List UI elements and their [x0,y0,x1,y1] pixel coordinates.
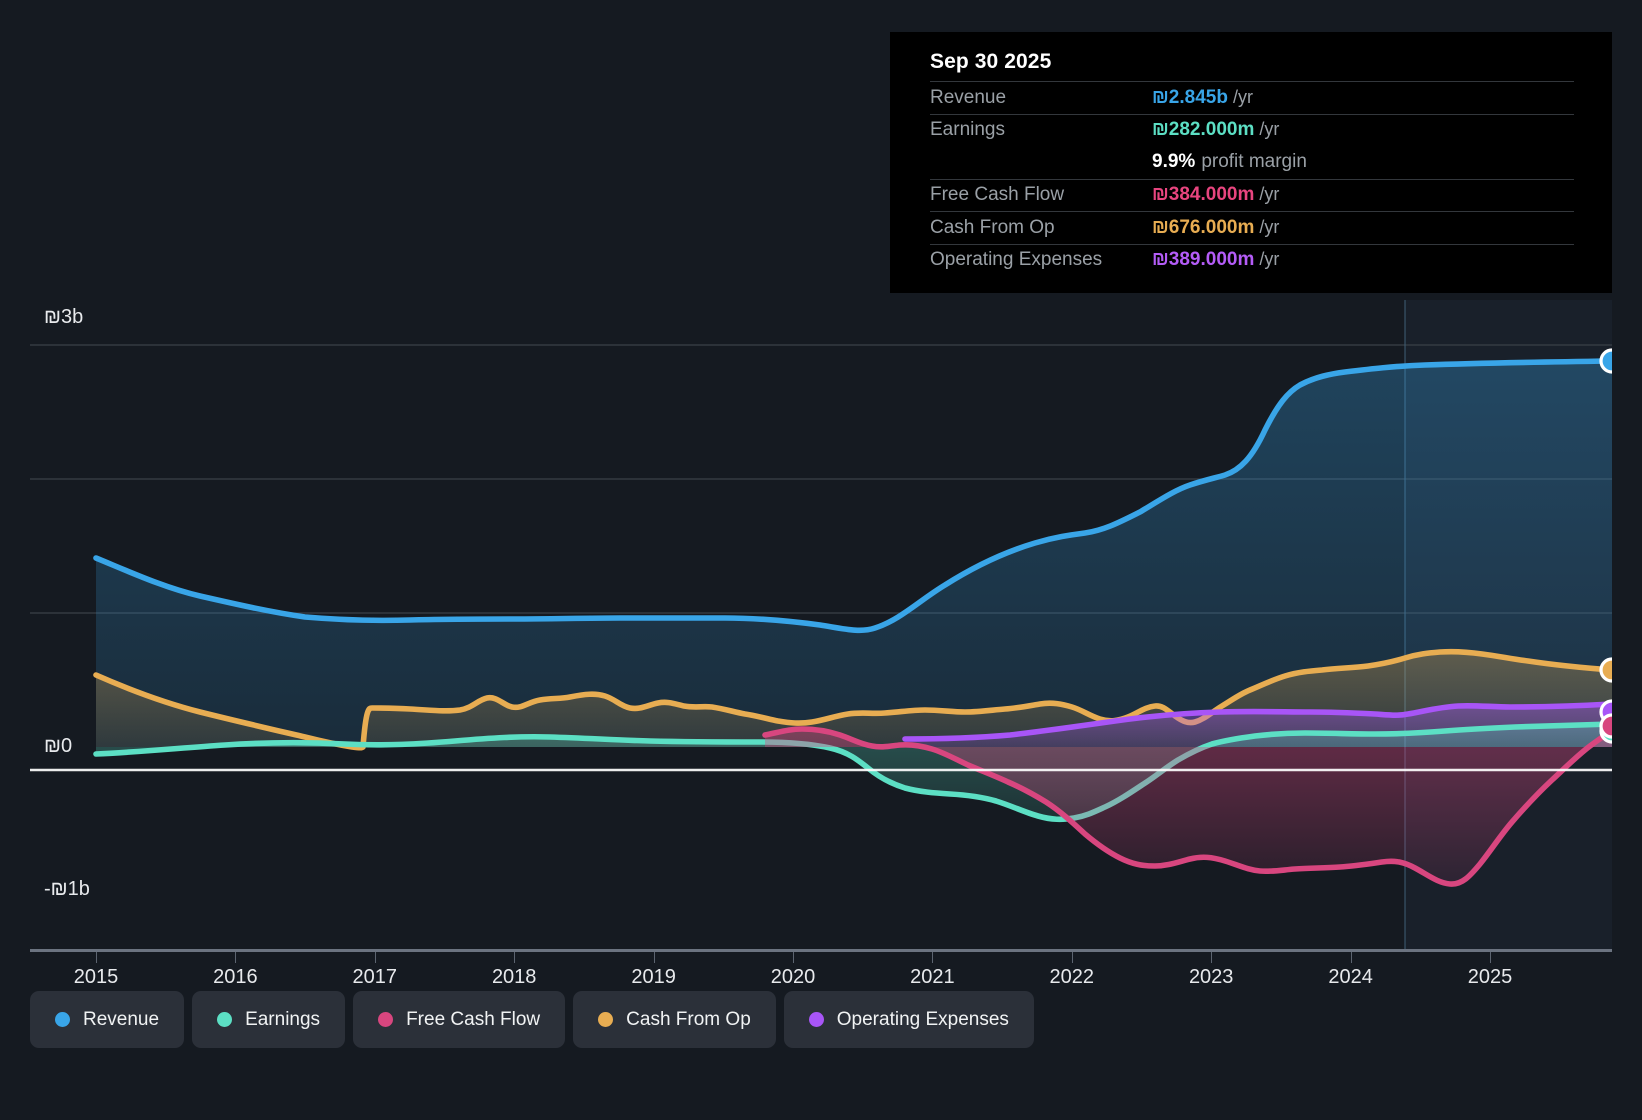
tooltip-profit-margin-value: 9.9% [1152,151,1196,173]
series-line-earnings[interactable] [93,721,1612,823]
y-axis-label-bottom: -₪1b [44,878,90,900]
x-axis-label: 2020 [770,966,816,988]
series-line-operating-expenses[interactable] [902,701,1612,742]
tooltip-profit-margin-row: 9.9% profit margin [930,146,1574,179]
x-axis-tick [793,952,794,963]
tooltip-row-value-wrap: ₪389.000m/yr [1152,249,1279,271]
series-area-revenue [96,361,1612,747]
legend-item-earnings[interactable]: Earnings [192,991,346,1048]
x-axis-label: 2018 [491,966,537,988]
endpoint-revenue [1599,348,1612,374]
tooltip-row: Cash From Op ₪676.000m/yr [930,211,1574,244]
x-axis-tick [1490,952,1491,963]
tooltip-row-label: Earnings [930,119,1005,141]
tooltip-row-value-wrap: ₪384.000m/yr [1152,184,1279,206]
tooltip-row-unit: /yr [1259,184,1280,205]
legend-item-label: Free Cash Flow [406,1008,541,1030]
tooltip-row: Free Cash Flow ₪384.000m/yr [930,178,1574,212]
x-axis-label: 2021 [910,966,955,988]
series-area-earnings [96,724,1612,820]
legend-item-label: Operating Expenses [836,1008,1009,1030]
legend-item-cash-from-op[interactable]: Cash From Op [573,991,776,1048]
x-axis-tick [1071,952,1073,963]
tooltip-row: Earnings ₪282.000m/yr [930,113,1574,147]
legend-color-dot-icon [378,1012,394,1027]
x-axis-tick [235,952,237,963]
tooltip-row-value: ₪2.845b [1152,86,1228,108]
chart-plot-area[interactable] [0,0,1642,960]
endpoint-cash-from-op [1599,657,1612,683]
legend-color-dot-icon [598,1012,614,1027]
tooltip-row-value: ₪282.000m [1152,119,1255,141]
series-line-revenue[interactable] [93,358,1612,634]
x-axis-label: 2024 [1328,966,1373,988]
x-axis-tick [932,952,934,963]
tooltip-row: Revenue ₪2.845b/yr [930,81,1574,114]
series-line-cash-from-op[interactable] [93,648,1612,751]
tooltip-row-label: Cash From Op [930,216,1055,238]
endpoint-free-cash-flow [1599,713,1612,739]
tooltip-row-value: ₪384.000m [1152,184,1255,206]
tooltip-row-label: Operating Expenses [930,249,1103,271]
x-axis-tick [514,952,516,963]
x-axis-label: 2025 [1467,966,1513,988]
tooltip-row-unit: /yr [1232,86,1253,107]
x-axis-label: 2016 [213,966,258,988]
legend-item-free-cash-flow[interactable]: Free Cash Flow [353,991,566,1048]
tooltip-row-unit: /yr [1259,216,1280,237]
tooltip-date: Sep 30 2025 [930,50,1052,73]
tooltip-row-label: Revenue [930,86,1007,108]
tooltip-row-label: Free Cash Flow [930,184,1065,206]
y-axis-label-top: ₪3b [44,306,84,328]
legend-item-label: Earnings [245,1008,321,1030]
x-axis-label: 2019 [631,966,676,988]
chart-tooltip: Sep 30 2025 Revenue ₪2.845b/yr Earnings ₪28… [890,32,1612,293]
tooltip-row-value: ₪676.000m [1152,216,1255,238]
legend-item-revenue[interactable]: Revenue [30,991,185,1048]
x-axis-label: 2017 [352,966,398,988]
tooltip-rows: Revenue ₪2.845b/yr Earnings ₪282.000m/yr 9.9… [930,81,1574,276]
x-axis-tick [1350,952,1352,963]
tooltip-row: Operating Expenses ₪389.000m/yr [930,243,1574,277]
x-axis-label: 2015 [73,966,119,988]
legend-color-dot-icon [808,1012,824,1027]
tooltip-row-unit: /yr [1259,119,1280,140]
x-axis-tick [96,952,97,963]
x-axis-line [30,949,1612,952]
legend-item-label: Cash From Op [626,1008,751,1030]
tooltip-row-value-wrap: ₪2.845b/yr [1152,87,1253,109]
x-axis-label: 2023 [1188,966,1234,988]
tooltip-row-value-wrap: ₪676.000m/yr [1152,217,1279,239]
tooltip-profit-margin-value-wrap: 9.9% profit margin [1152,151,1307,173]
series-line-free-cash-flow[interactable] [762,726,1612,887]
tooltip-row-value-wrap: ₪282.000m/yr [1152,119,1279,141]
legend-color-dot-icon [217,1012,233,1027]
x-axis-label: 2022 [1049,966,1095,988]
tooltip-profit-margin-text: profit margin [1201,151,1307,173]
chart-legend[interactable]: Revenue Earnings Free Cash Flow Cash From O… [30,991,1034,1048]
x-axis-tick [374,952,376,963]
tooltip-row-value: ₪389.000m [1152,249,1255,271]
legend-item-label: Revenue [83,1008,160,1030]
legend-item-operating-expenses[interactable]: Operating Expenses [783,991,1034,1048]
x-axis-tick [1211,952,1213,963]
tooltip-row-unit: /yr [1259,249,1280,270]
y-axis-label-zero: ₪0 [44,735,73,757]
x-axis-tick [653,952,655,963]
endpoint-markers [1599,348,1612,744]
legend-color-dot-icon [55,1012,70,1027]
